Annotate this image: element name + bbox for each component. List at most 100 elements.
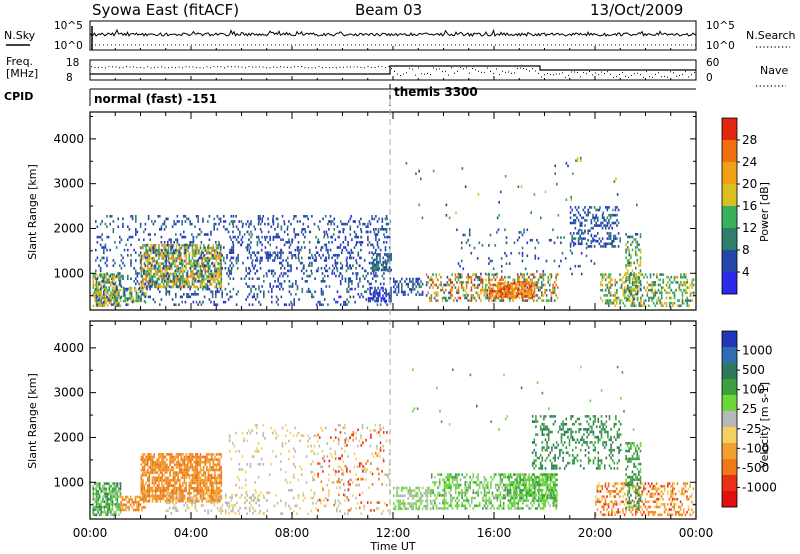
power-cell <box>318 254 321 257</box>
power-cell <box>501 292 504 296</box>
power-cell <box>537 257 540 260</box>
power-cell <box>541 286 543 289</box>
nave-dot <box>589 71 590 73</box>
vel-cell <box>154 471 157 474</box>
power-cell <box>587 232 589 235</box>
power-cell <box>505 290 507 293</box>
power-cell <box>335 264 337 267</box>
vel-cell <box>183 476 186 480</box>
power-cell <box>512 299 514 302</box>
vel-cell <box>105 510 107 514</box>
power-cell <box>628 259 631 262</box>
power-cell <box>505 284 507 288</box>
power-cell <box>192 238 195 241</box>
nave-dot <box>469 72 470 74</box>
power-cell <box>118 301 120 305</box>
vel-cell <box>111 495 114 498</box>
power-cell <box>467 281 469 284</box>
power-cell <box>119 275 122 279</box>
power-cell <box>524 287 526 290</box>
power-cell <box>143 238 145 241</box>
power-cell <box>100 299 103 302</box>
power-cell <box>590 234 593 238</box>
vel-cell <box>153 489 155 493</box>
power-cell <box>126 289 128 292</box>
power-cell <box>314 277 316 280</box>
vel-cell <box>94 497 96 501</box>
power-cell <box>158 257 160 260</box>
nsearch-dot <box>231 44 232 46</box>
power-cell <box>174 283 176 286</box>
power-cell <box>605 219 607 222</box>
power-cell <box>399 280 401 283</box>
nsearch-dot <box>111 44 112 46</box>
power-cell <box>110 299 112 302</box>
power-cell <box>384 246 387 249</box>
nave-dot <box>475 69 476 71</box>
vel-cell <box>142 497 144 500</box>
power-cell <box>106 295 108 299</box>
power-cell <box>478 294 481 297</box>
nsearch-dot <box>259 44 260 46</box>
power-cell <box>529 278 532 282</box>
power-cell <box>328 267 331 270</box>
power-cell <box>215 290 217 293</box>
power-cell <box>686 291 689 295</box>
power-cell <box>168 293 171 296</box>
power-cell <box>593 238 596 242</box>
vel-cell <box>169 481 171 485</box>
power-cell <box>330 222 332 226</box>
power-cell <box>229 259 231 262</box>
power-cell <box>628 295 631 298</box>
power-cell <box>245 222 247 226</box>
nsearch-dot <box>555 44 556 46</box>
power-cell <box>163 248 166 252</box>
power-cell <box>208 267 211 270</box>
power-cell <box>580 159 582 162</box>
power-cell <box>165 256 167 260</box>
power-cell <box>356 272 359 275</box>
power-cell <box>159 228 161 231</box>
power-cell <box>232 264 235 267</box>
power-cell <box>130 264 132 267</box>
power-cell <box>247 285 249 288</box>
vel-cell <box>146 486 149 490</box>
vel-cell <box>166 479 168 482</box>
power-cell <box>224 228 227 231</box>
power-cell <box>646 275 649 279</box>
power-cell <box>296 267 298 270</box>
power-cell <box>184 243 187 247</box>
vel-cell <box>116 505 119 509</box>
power-cell <box>235 293 238 296</box>
power-cell <box>371 264 374 267</box>
nave-dot <box>631 74 632 76</box>
power-cell <box>440 281 442 284</box>
power-cell <box>211 261 214 265</box>
power-cell <box>198 272 200 276</box>
power-cell <box>99 235 102 239</box>
power-cell <box>234 235 236 239</box>
vel-cell <box>108 482 111 485</box>
power-cell <box>169 280 171 284</box>
power-cell <box>111 215 113 218</box>
power-cell <box>634 251 637 254</box>
power-cell <box>206 270 208 273</box>
power-cell <box>149 287 151 291</box>
power-cell <box>494 299 497 302</box>
power-cell <box>290 251 292 254</box>
power-cell <box>175 303 177 306</box>
power-cell <box>667 291 669 295</box>
vel-cell <box>98 497 101 501</box>
power-cell <box>372 294 375 298</box>
power-cell <box>515 296 517 300</box>
power-cell <box>243 233 246 236</box>
power-cell <box>390 255 392 259</box>
power-cell <box>221 295 223 299</box>
power-cell <box>212 249 215 252</box>
power-cell <box>600 296 602 300</box>
power-cell <box>375 238 377 241</box>
vel-cell <box>103 500 106 504</box>
power-cell <box>533 295 536 298</box>
vel-cell <box>161 492 163 495</box>
vel-cell <box>180 455 183 459</box>
